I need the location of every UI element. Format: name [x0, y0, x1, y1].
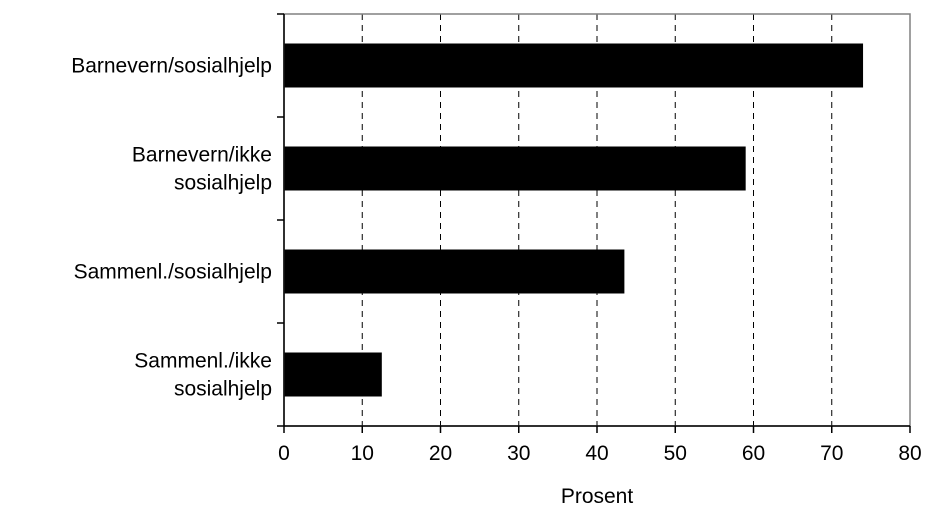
- category-label: Barnevern/sosialhjelp: [71, 55, 272, 78]
- category-label: Sammenl./ikke sosialhjelp: [134, 350, 272, 401]
- category-label: Sammenl./sosialhjelp: [74, 261, 272, 284]
- bars: [284, 44, 863, 397]
- x-tick-label: 30: [507, 442, 530, 465]
- x-tick-labels: 0 10 20 30 40 50 60 70 80: [278, 442, 922, 465]
- x-tick-label: 40: [585, 442, 608, 465]
- x-tick-label: 50: [664, 442, 687, 465]
- x-tick-label: 10: [351, 442, 374, 465]
- bar: [284, 44, 863, 88]
- category-labels: Barnevern/sosialhjelp Barnevern/ikke sosia…: [71, 55, 272, 401]
- bar: [284, 353, 382, 397]
- x-tick-label: 0: [278, 442, 290, 465]
- x-tick-label: 80: [898, 442, 921, 465]
- bar: [284, 250, 624, 294]
- x-tick-label: 70: [820, 442, 843, 465]
- bar: [284, 147, 746, 191]
- x-tick-label: 60: [742, 442, 765, 465]
- category-label: Barnevern/ikke sosialhjelp: [132, 144, 272, 195]
- x-tick-label: 20: [429, 442, 452, 465]
- x-axis-title: Prosent: [561, 485, 634, 508]
